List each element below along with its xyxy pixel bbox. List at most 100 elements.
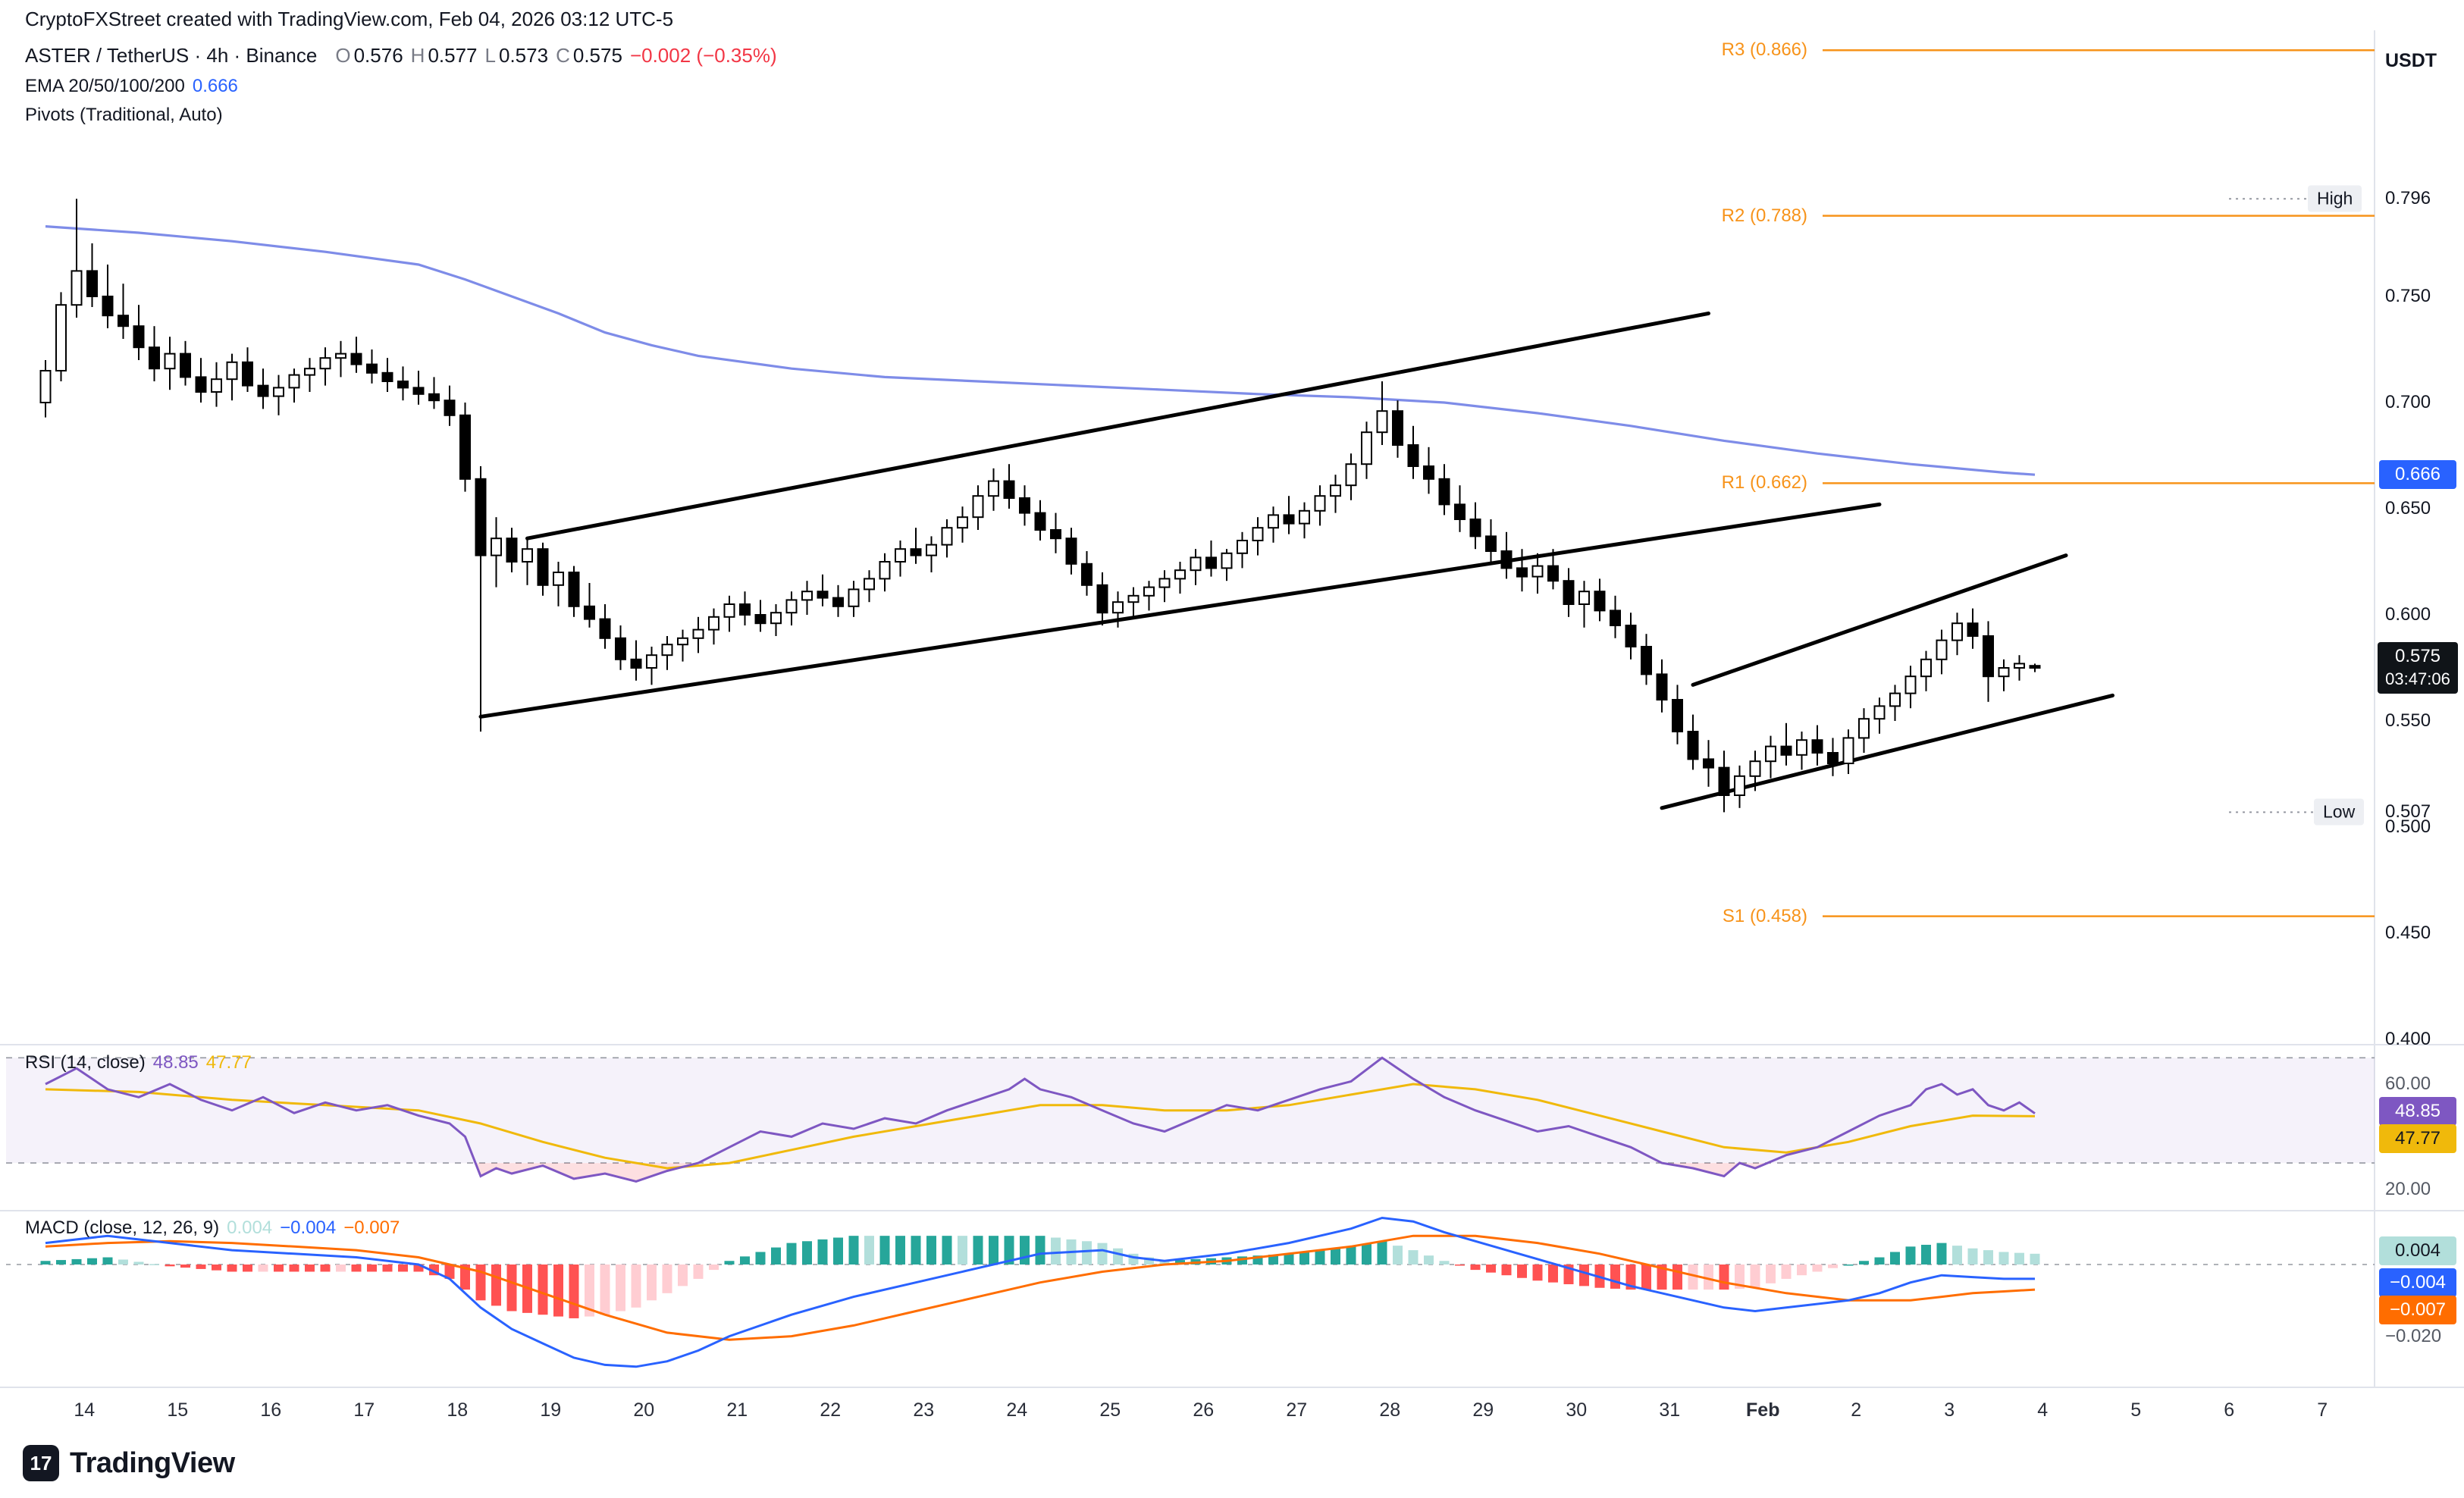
candle-down	[1469, 519, 1481, 537]
macd-hist-bar	[989, 1236, 998, 1265]
pivot-label: R3 (0.866)	[1721, 39, 1807, 61]
price-tick: 0.700	[2385, 392, 2431, 412]
macd-hist-bar	[305, 1265, 315, 1272]
ohlc-open: O 0.576	[335, 44, 403, 67]
candle-down	[1780, 745, 1792, 756]
candle-up	[304, 368, 315, 376]
candle-up	[848, 588, 860, 607]
candle-up	[1858, 718, 1870, 739]
macd-hist-bar	[833, 1237, 843, 1265]
candle-down	[1967, 622, 1979, 638]
trendline-small-channel-upper[interactable]	[1691, 553, 2068, 687]
macd-hist-bar	[506, 1265, 517, 1312]
macd-tick-min: −0.020	[2385, 1325, 2442, 1346]
candle-up	[1252, 527, 1264, 542]
macd-line-value: −0.004	[280, 1218, 337, 1238]
macd-hist-bar	[911, 1236, 921, 1265]
candle-up	[1158, 578, 1171, 588]
candle-down	[1703, 758, 1714, 769]
pivot-lines[interactable]	[1823, 49, 2375, 917]
macd-legend[interactable]: MACD (close, 12, 26, 9) 0.004 −0.004 −0.…	[25, 1218, 400, 1239]
macd-hist-bar	[538, 1265, 548, 1315]
candle-up	[55, 304, 67, 372]
macd-hist-bar	[1766, 1265, 1776, 1283]
rsi-legend-title: RSI (14, close)	[25, 1052, 146, 1073]
candle-up	[957, 516, 968, 529]
time-tick: 28	[1379, 1399, 1401, 1421]
macd-hist-bar	[40, 1261, 51, 1265]
macd-hist-bar	[1237, 1256, 1247, 1265]
candle-up	[491, 537, 502, 556]
ema-axis-badge: 0.666	[2379, 460, 2456, 490]
candle-down	[1205, 556, 1217, 569]
price-tick: 0.650	[2385, 498, 2431, 519]
candle-down	[1641, 646, 1652, 675]
macd-hist-bar	[1921, 1244, 1931, 1265]
macd-hist-bar	[351, 1265, 362, 1272]
tradingview-logo[interactable]: 17 TradingView	[23, 1445, 235, 1481]
candle-down	[1065, 537, 1077, 565]
price-scale-currency[interactable]: USDT	[2385, 50, 2437, 71]
candle-down	[1034, 512, 1046, 531]
candle-up	[941, 527, 953, 546]
candle-down	[1718, 766, 1730, 796]
macd-signal-line[interactable]	[45, 1234, 2036, 1341]
rsi-legend[interactable]: RSI (14, close) 48.85 47.77	[25, 1052, 252, 1073]
rsi-axis-badge: 48.85	[2379, 1097, 2456, 1126]
macd-histogram	[40, 1236, 2040, 1318]
macd-hist-bar	[1828, 1265, 1838, 1268]
candle-down	[1656, 673, 1668, 701]
candle-down	[397, 381, 409, 389]
candle-down	[86, 270, 98, 297]
candle-up	[864, 578, 875, 591]
macd-hist-bar	[336, 1265, 346, 1272]
rsi-tick-20: 20.00	[2385, 1178, 2431, 1199]
candle-down	[1438, 478, 1450, 506]
macd-hist-bar	[1501, 1265, 1512, 1276]
candle-down	[1625, 625, 1637, 647]
trendline-rising-channel-upper[interactable]	[525, 311, 1710, 541]
candle-up	[1531, 565, 1544, 578]
macd-hist-bar	[87, 1258, 97, 1265]
pivot-label: R2 (0.788)	[1721, 205, 1807, 226]
macd-hist-bar	[1362, 1243, 1372, 1265]
macd-hist-bar	[1377, 1241, 1387, 1265]
pivots-legend-label: Pivots (Traditional, Auto)	[25, 105, 223, 125]
time-tick: 3	[1944, 1399, 1955, 1421]
rsi-ma-line[interactable]	[45, 1083, 2036, 1170]
macd-signal-axis-badge: −0.007	[2379, 1296, 2456, 1324]
macd-hist-bar	[1517, 1265, 1527, 1278]
candle-down	[1050, 529, 1061, 540]
candle-down	[832, 597, 844, 607]
ema-line[interactable]	[45, 225, 2036, 476]
macd-hist-bar	[848, 1236, 859, 1265]
rsi-line[interactable]	[45, 1056, 2036, 1183]
macd-hist-bar	[600, 1265, 610, 1315]
candle-up	[1951, 622, 1963, 641]
macd-hist-bar	[1781, 1265, 1792, 1279]
macd-hist-bar	[786, 1243, 797, 1265]
pivots-legend[interactable]: Pivots (Traditional, Auto)	[25, 105, 223, 126]
candle-down	[1500, 550, 1513, 569]
macd-hist-bar	[958, 1236, 967, 1265]
candle-down	[1019, 497, 1030, 514]
candle-down	[149, 346, 160, 370]
candle-up	[661, 644, 673, 657]
candle-down	[118, 315, 129, 327]
macd-hist-bar	[1750, 1265, 1760, 1288]
candle-up	[1936, 639, 1948, 660]
time-tick: Feb	[1746, 1399, 1780, 1421]
candle-up	[646, 654, 657, 669]
trendline-rising-channel-lower[interactable]	[478, 502, 1882, 719]
candle-up	[1734, 775, 1745, 796]
price-tick: 0.500	[2385, 816, 2431, 837]
symbol-legend[interactable]: ASTER / TetherUS · 4h · Binance O 0.576 H…	[25, 44, 777, 67]
macd-hist-bar	[227, 1265, 237, 1272]
macd-hist-bar	[1952, 1246, 1962, 1265]
ema-legend[interactable]: EMA 20/50/100/200 0.666	[25, 76, 238, 97]
rsi-pane	[6, 1056, 2375, 1183]
low-price-label: 0.507	[2385, 801, 2431, 823]
macd-line[interactable]	[45, 1216, 2035, 1368]
